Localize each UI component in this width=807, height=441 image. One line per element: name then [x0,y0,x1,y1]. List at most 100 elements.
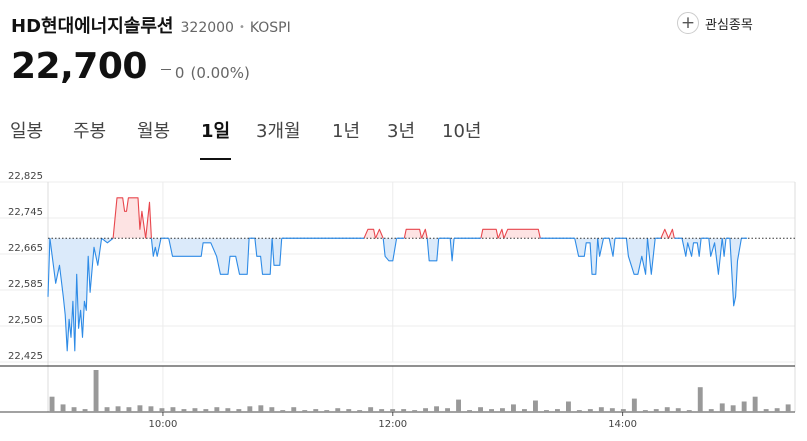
down-line [150,238,162,257]
tab-weekly[interactable]: 주봉 [73,121,107,142]
up-area [113,197,146,239]
tab-1day[interactable]: 1일 [201,121,231,142]
volume-bar [401,409,407,412]
up-line [374,228,384,239]
down-area [272,238,282,266]
volume-bar [566,401,571,412]
stock-title-row: HD현대에너지솔루션 322000 • KOSPI [11,12,291,38]
y-tick-label: 22,425 [8,351,43,362]
volume-bar [730,405,736,412]
tab-3months[interactable]: 3개월 [256,121,301,142]
volume-bar [686,410,692,412]
volume-bar [664,407,670,412]
y-tick-label: 22,505 [8,315,43,326]
volume-bar [258,405,264,412]
up-line [145,201,152,239]
volume-bar [467,410,472,412]
volume-bar [181,409,187,412]
volume-bar [159,408,165,412]
up-line [660,228,670,239]
tab-daily[interactable]: 일봉 [10,121,44,142]
stock-code: 322000 [180,20,234,36]
volume-bar [500,408,505,412]
volume-bar [456,399,461,412]
active-tab-underline [200,158,231,160]
volume-bar [302,410,308,412]
y-tick-label: 22,825 [8,171,43,182]
volume-bar [544,410,549,412]
tab-1year[interactable]: 1년 [332,121,361,142]
volume-bar [697,387,703,412]
separator-dot: • [238,22,245,33]
volume-bar [313,409,319,412]
y-tick-label: 22,585 [8,279,43,290]
volume-bar [774,408,780,412]
y-axis-labels: 22,825 22,745 22,665 22,585 22,505 22,425 [8,171,43,362]
market-name: KOSPI [249,20,291,36]
up-line [420,228,428,239]
volume-bar [511,404,516,412]
up-area [364,229,376,239]
volume-bar [412,410,418,412]
up-area [375,229,384,239]
up-line [503,228,541,239]
volume-bar [390,409,396,412]
price-lines [47,197,795,352]
volume-bar [642,410,648,412]
volume-bar [445,408,450,412]
volume-bar [533,400,538,412]
down-area [254,238,273,275]
down-line [708,238,723,275]
price-change: 0 [174,64,185,82]
up-area [404,229,422,239]
volume-bar [587,409,593,412]
volume-bar [357,410,363,412]
volume-bar [236,409,242,412]
y-tick-label: 22,745 [8,207,43,218]
up-line [668,228,675,239]
volume-bar [423,408,428,412]
volume-bar [324,410,330,412]
stock-name: HD현대에너지솔루션 [11,16,174,37]
current-price: 22,700 [11,46,147,87]
x-tick-label: 12:00 [378,419,407,430]
volume-bar [598,407,604,412]
down-line [47,238,51,297]
volume-bar [170,407,176,412]
down-area [427,238,439,261]
volume-bar [752,396,758,412]
volume-bar [126,407,132,412]
tab-10years[interactable]: 10년 [442,121,482,142]
up-line [497,228,505,239]
down-area [647,238,656,275]
tab-3years[interactable]: 3년 [387,121,416,142]
down-line [101,237,114,244]
volume-bar [71,407,77,412]
x-tick-label: 14:00 [608,419,637,430]
volume-bar [280,410,286,412]
volume-bar [653,409,659,412]
volume-bar [104,407,110,412]
volume-bar [269,407,275,412]
volume-bar [368,407,374,412]
up-area [503,229,541,239]
down-line [646,238,656,275]
y-tick-label: 22,665 [8,243,43,254]
add-favorite-button[interactable]: + 관심종목 [677,12,753,34]
volume-bar [763,409,769,412]
up-area [480,229,499,239]
down-line [597,238,605,257]
down-area [101,238,114,243]
x-axis-labels: 10:00 12:00 14:00 [149,419,638,430]
up-line [403,228,423,239]
down-line [254,238,273,275]
volume-bar [785,404,791,412]
x-tick-label: 10:00 [149,419,178,430]
volume-bar [60,404,66,412]
down-line [382,238,398,262]
tab-monthly[interactable]: 월봉 [137,121,171,142]
volume-bar [335,408,341,412]
volume-bar [137,405,143,412]
volume-bar [225,408,231,412]
